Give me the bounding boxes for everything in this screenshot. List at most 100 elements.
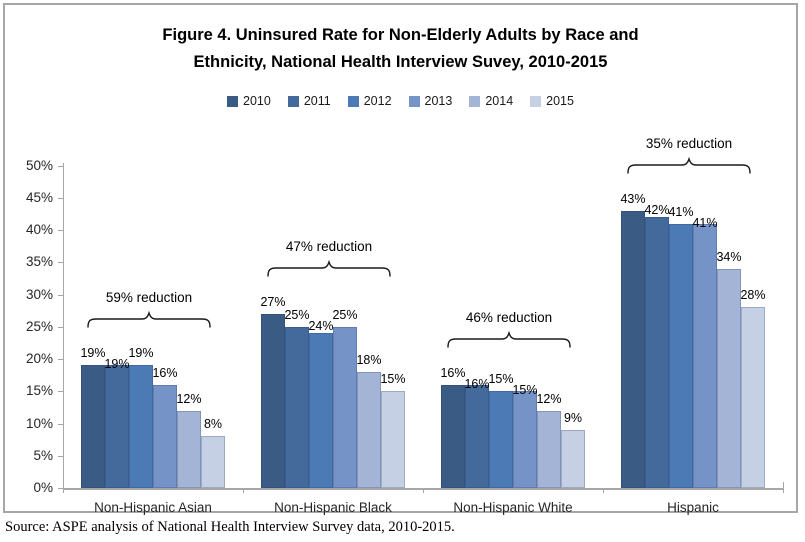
x-tick <box>243 488 244 493</box>
legend-label: 2013 <box>424 94 453 108</box>
bar-2014-non-hispanic-black <box>357 371 381 488</box>
bar-2011-hispanic <box>645 217 669 488</box>
chart-frame: Figure 4. Uninsured Rate for Non-Elderly… <box>3 3 798 515</box>
legend-label: 2012 <box>363 94 392 108</box>
bar-2011-non-hispanic-asian <box>105 365 129 488</box>
legend-swatch-icon <box>469 95 481 107</box>
legend-item-2010: 2010 <box>227 94 271 108</box>
y-tick-label: 15% <box>25 383 53 399</box>
y-tick-label: 5% <box>33 447 53 463</box>
legend-item-2014: 2014 <box>469 94 513 108</box>
y-tick <box>58 262 63 264</box>
data-label-2011-non-hispanic-black: 25% <box>284 307 310 322</box>
category-label-hispanic: Hispanic <box>667 500 719 515</box>
legend-item-2011: 2011 <box>287 94 331 108</box>
data-label-2015-non-hispanic-white: 9% <box>563 410 583 425</box>
chart-title-line1: Figure 4. Uninsured Rate for Non-Elderly… <box>162 26 639 44</box>
data-label-2014-hispanic: 34% <box>716 249 742 264</box>
bar-2013-non-hispanic-black <box>333 326 357 488</box>
bar-2011-non-hispanic-white <box>465 384 489 488</box>
bar-2013-hispanic <box>693 223 717 488</box>
legend-item-2015: 2015 <box>530 94 574 108</box>
bar-2014-non-hispanic-white <box>537 410 561 488</box>
source-note: Source: ASPE analysis of National Health… <box>5 519 455 535</box>
legend-label: 2015 <box>546 94 574 108</box>
data-label-2010-non-hispanic-black: 27% <box>260 294 286 309</box>
bar-2011-non-hispanic-black <box>285 326 309 488</box>
x-tick <box>603 488 604 493</box>
data-label-2011-non-hispanic-asian: 19% <box>104 357 130 372</box>
y-tick-label: 0% <box>33 480 53 495</box>
reduction-label-non-hispanic-black: 47% reduction <box>285 238 373 254</box>
legend-swatch-icon <box>530 95 542 107</box>
data-label-2013-hispanic: 41% <box>692 215 718 230</box>
y-tick-label: 45% <box>25 189 53 205</box>
legend-label: 2010 <box>243 94 271 108</box>
bar-2010-hispanic <box>621 210 645 488</box>
bar-2014-non-hispanic-asian <box>177 410 201 488</box>
data-label-2011-non-hispanic-white: 16% <box>464 376 490 391</box>
x-tick <box>63 488 64 493</box>
y-tick-label: 35% <box>25 254 53 270</box>
bar-2012-non-hispanic-asian <box>129 365 153 488</box>
bar-2013-non-hispanic-asian <box>153 384 177 488</box>
y-tick-label: 25% <box>25 318 53 334</box>
data-label-2011-hispanic: 42% <box>644 202 670 217</box>
bar-2012-non-hispanic-white <box>489 391 513 488</box>
axis-end-tick <box>783 482 784 488</box>
reduction-brace-hispanic <box>627 156 751 174</box>
chart-title: Figure 4. Uninsured Rate for Non-Elderly… <box>5 22 796 76</box>
bar-2015-non-hispanic-black <box>381 391 405 488</box>
y-tick-label: 20% <box>25 351 53 366</box>
reduction-label-non-hispanic-white: 46% reduction <box>465 309 553 325</box>
data-label-2012-non-hispanic-asian: 19% <box>128 346 154 361</box>
reduction-brace-non-hispanic-asian <box>87 311 211 329</box>
legend-item-2013: 2013 <box>408 94 453 108</box>
y-tick <box>58 165 63 167</box>
chart-title-line2: Ethnicity, National Health Interview Suv… <box>193 53 608 71</box>
legend-label: 2011 <box>303 94 331 108</box>
reduction-brace-non-hispanic-white <box>447 330 571 348</box>
x-tick <box>423 488 424 493</box>
category-label-non-hispanic-black: Non-Hispanic Black <box>274 500 392 515</box>
data-label-2014-non-hispanic-black: 18% <box>356 352 382 367</box>
bar-2014-hispanic <box>717 268 741 488</box>
legend-swatch-icon <box>408 95 420 107</box>
data-label-2015-hispanic: 28% <box>740 288 766 303</box>
y-tick <box>58 423 63 425</box>
bar-2015-non-hispanic-white <box>561 429 585 488</box>
bar-2012-hispanic <box>669 223 693 488</box>
bar-2010-non-hispanic-black <box>261 313 285 488</box>
bar-2013-non-hispanic-white <box>513 391 537 488</box>
category-label-non-hispanic-white: Non-Hispanic White <box>453 500 573 515</box>
legend-swatch-icon <box>227 95 239 107</box>
y-tick <box>58 488 63 489</box>
legend-label: 2014 <box>485 94 514 108</box>
bar-2015-hispanic <box>741 307 765 488</box>
y-tick <box>58 230 63 231</box>
bar-2010-non-hispanic-white <box>441 384 465 488</box>
y-tick <box>58 391 63 393</box>
y-tick <box>58 359 63 360</box>
legend-swatch-icon <box>287 95 299 107</box>
y-tick <box>58 197 63 199</box>
x-tick <box>783 488 784 493</box>
data-label-2012-hispanic: 41% <box>668 204 694 219</box>
data-label-2015-non-hispanic-black: 15% <box>380 372 406 387</box>
data-label-2013-non-hispanic-black: 25% <box>332 307 358 322</box>
bar-2012-non-hispanic-black <box>309 333 333 488</box>
data-label-2015-non-hispanic-asian: 8% <box>203 417 223 432</box>
reduction-label-hispanic: 35% reduction <box>645 135 733 151</box>
data-label-2010-non-hispanic-white: 16% <box>440 365 466 380</box>
data-label-2014-non-hispanic-white: 12% <box>536 391 562 406</box>
y-tick-label: 40% <box>25 222 53 237</box>
y-tick <box>58 294 63 296</box>
data-label-2014-non-hispanic-asian: 12% <box>176 391 202 406</box>
y-tick-label: 30% <box>25 286 53 302</box>
y-tick <box>58 326 63 328</box>
y-tick-label: 10% <box>25 415 53 431</box>
legend-swatch-icon <box>347 95 359 107</box>
chart-legend: 2010 2011 2012 2013 2014 2015 <box>5 94 796 108</box>
data-label-2013-non-hispanic-white: 15% <box>512 383 538 398</box>
